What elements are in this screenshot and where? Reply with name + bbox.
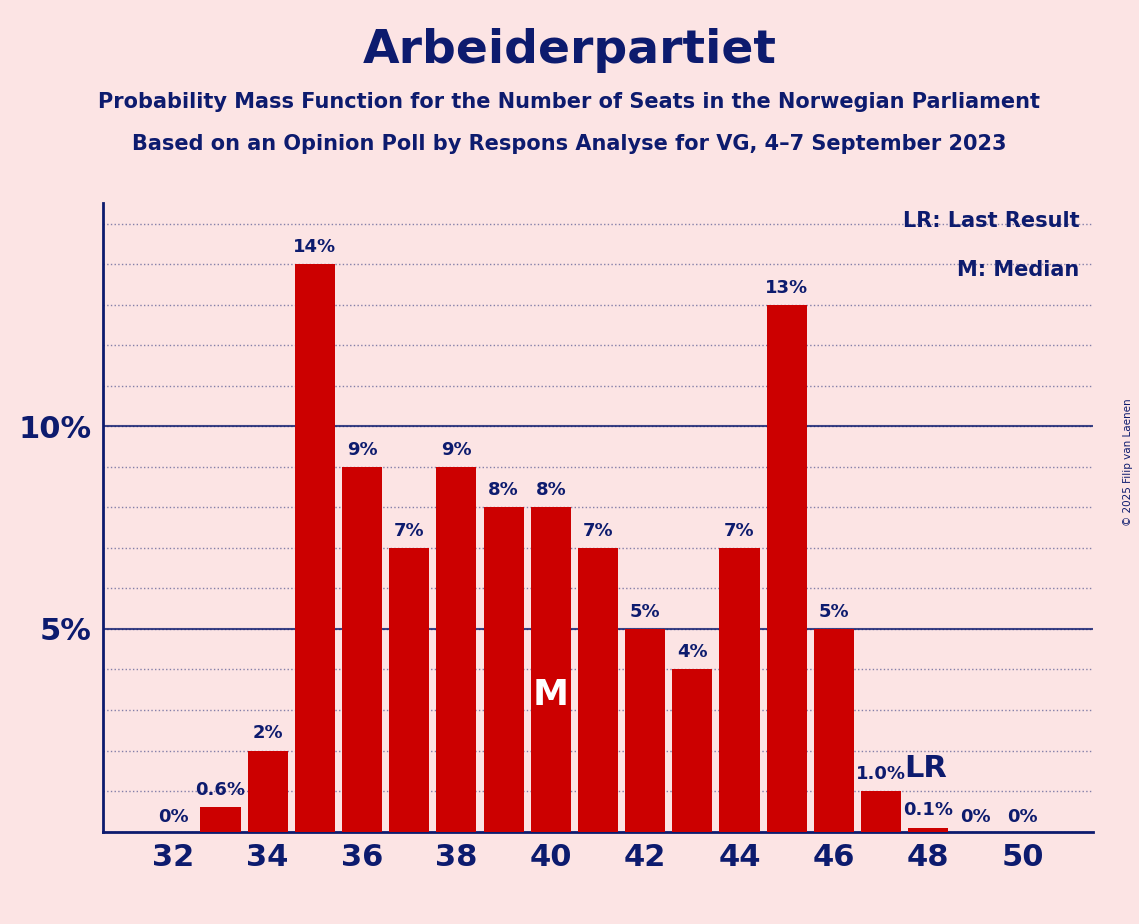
Text: Arbeiderpartiet: Arbeiderpartiet: [362, 28, 777, 73]
Text: LR: Last Result: LR: Last Result: [903, 212, 1080, 231]
Bar: [908, 828, 949, 832]
Text: 0%: 0%: [960, 808, 991, 825]
Bar: [814, 629, 854, 832]
Bar: [861, 791, 901, 832]
Text: 4%: 4%: [677, 643, 707, 662]
Text: © 2025 Filip van Laenen: © 2025 Filip van Laenen: [1123, 398, 1133, 526]
Bar: [672, 670, 712, 832]
Bar: [200, 808, 240, 832]
Text: 7%: 7%: [583, 522, 613, 540]
Bar: [767, 305, 806, 832]
Text: 5%: 5%: [630, 602, 661, 621]
Bar: [390, 548, 429, 832]
Bar: [720, 548, 760, 832]
Bar: [625, 629, 665, 832]
Bar: [342, 467, 382, 832]
Text: M: M: [533, 678, 568, 712]
Text: M: Median: M: Median: [957, 260, 1080, 280]
Bar: [436, 467, 476, 832]
Text: 0%: 0%: [158, 808, 189, 825]
Text: LR: LR: [904, 754, 948, 783]
Text: 8%: 8%: [535, 481, 566, 499]
Text: 0%: 0%: [1007, 808, 1038, 825]
Bar: [577, 548, 618, 832]
Text: 0.6%: 0.6%: [196, 781, 246, 799]
Bar: [247, 750, 288, 832]
Text: Based on an Opinion Poll by Respons Analyse for VG, 4–7 September 2023: Based on an Opinion Poll by Respons Anal…: [132, 134, 1007, 154]
Text: 1.0%: 1.0%: [857, 765, 907, 783]
Bar: [531, 507, 571, 832]
Text: 7%: 7%: [724, 522, 755, 540]
Text: 2%: 2%: [253, 724, 282, 742]
Bar: [295, 264, 335, 832]
Text: 8%: 8%: [489, 481, 519, 499]
Text: 13%: 13%: [765, 278, 809, 297]
Text: 5%: 5%: [819, 602, 850, 621]
Text: 0.1%: 0.1%: [903, 801, 953, 820]
Text: 9%: 9%: [346, 441, 377, 458]
Text: Probability Mass Function for the Number of Seats in the Norwegian Parliament: Probability Mass Function for the Number…: [98, 92, 1041, 113]
Text: 7%: 7%: [394, 522, 425, 540]
Text: 9%: 9%: [441, 441, 472, 458]
Bar: [484, 507, 524, 832]
Text: 14%: 14%: [293, 238, 336, 256]
